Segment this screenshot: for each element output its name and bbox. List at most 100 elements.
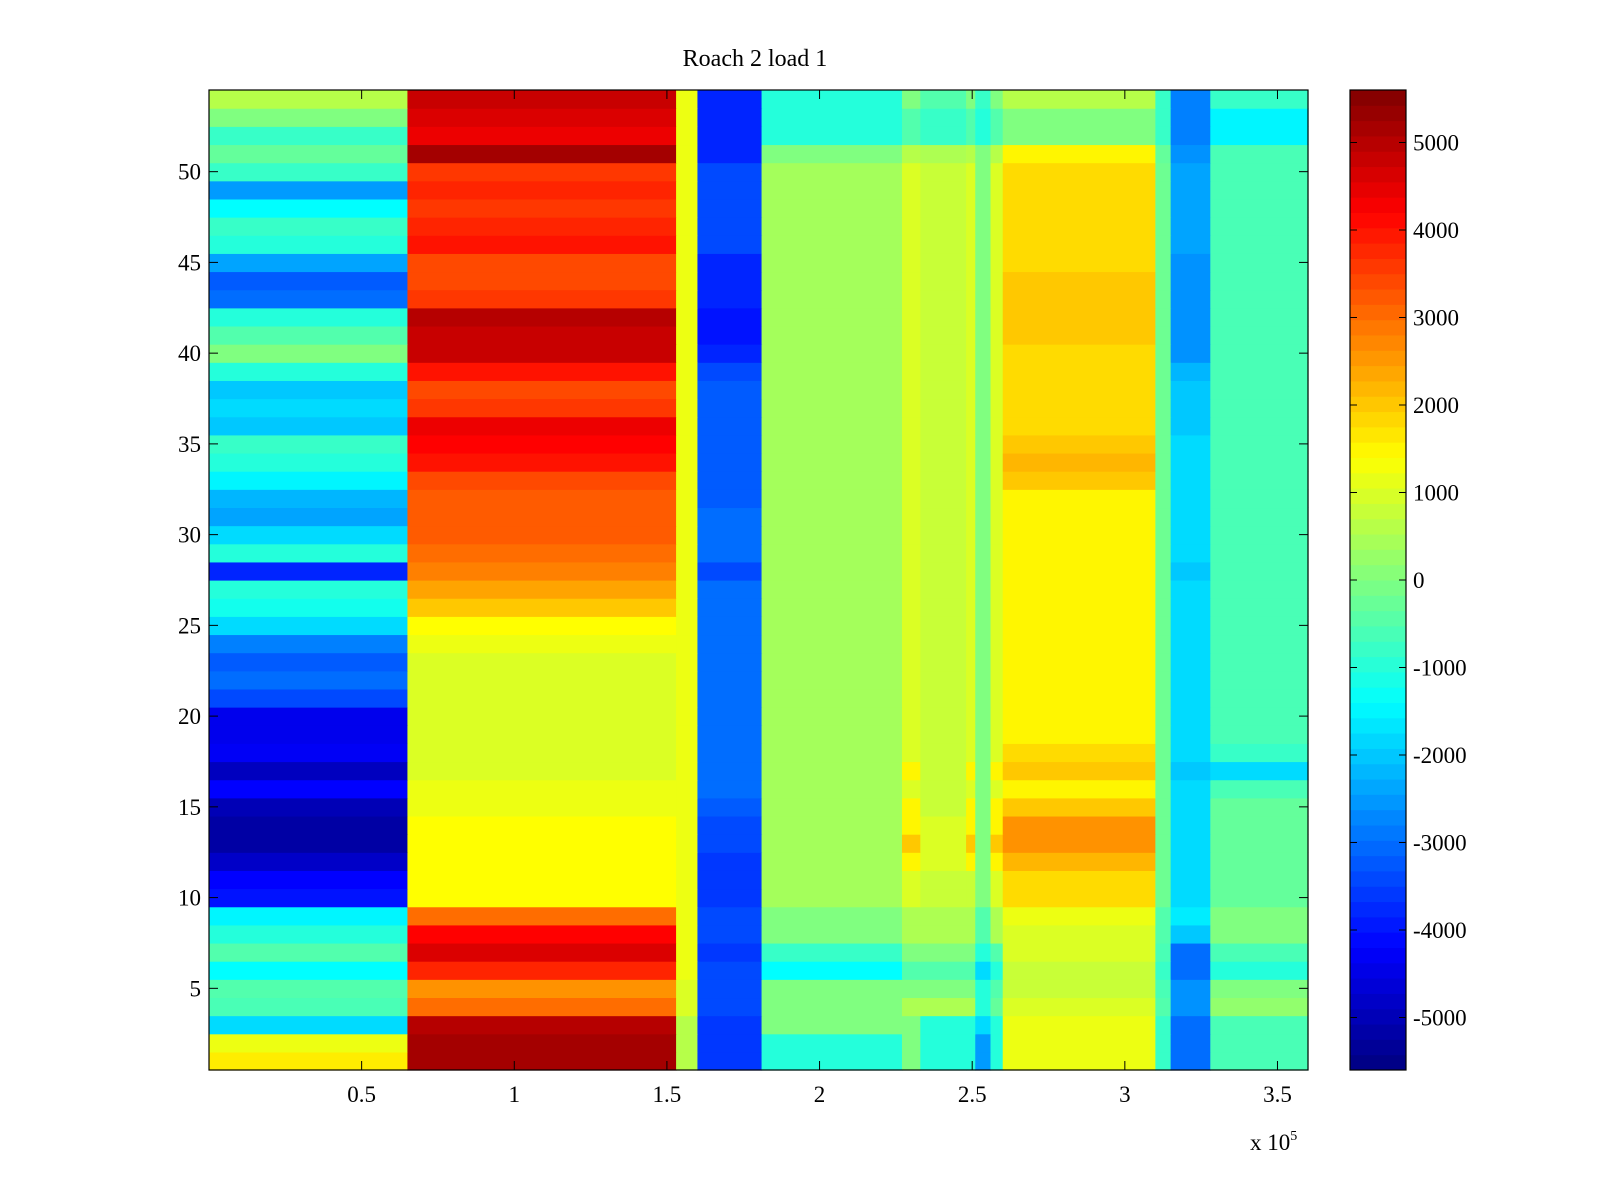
colorbar-tick-label: 5000 [1413,131,1459,156]
heatmap-cell [407,362,677,381]
heatmap-cell [966,90,976,109]
heatmap-cell [901,580,921,599]
heatmap-cell [1002,815,1156,835]
x-axis: 0.5 1 1.5 2 2.5 3 3.5 [347,90,1292,1107]
heatmap-cell [761,380,903,400]
heatmap-cell [697,217,763,236]
heatmap-cell [761,217,903,236]
heatmap-cell [697,1015,763,1035]
heatmap-cell [901,1015,921,1035]
heatmap-cell [1155,162,1172,182]
heatmap-cell [1210,1033,1309,1053]
heatmap-cell [901,180,921,200]
heatmap-cell [920,870,967,890]
heatmap-cell [697,289,763,309]
heatmap-cell [966,634,976,654]
heatmap-cell [1210,634,1309,654]
heatmap-cell [1170,90,1211,109]
heatmap-cell [975,888,992,908]
heatmap-cell [975,471,992,490]
heatmap-cell [676,452,699,472]
heatmap-cell [901,870,921,890]
heatmap-cell [697,325,763,345]
heatmap-cell [975,634,992,654]
heatmap-cell [697,906,763,926]
heatmap-cell [697,90,763,109]
heatmap-cell [901,90,921,109]
heatmap-cell [697,271,763,291]
heatmap-cell [407,852,677,871]
heatmap-cell [975,90,992,109]
heatmap-cell [1002,416,1156,436]
heatmap-cell [990,90,1004,109]
heatmap-cell [676,90,699,109]
heatmap-cell [761,398,903,418]
heatmap-cell [1170,725,1211,744]
heatmap-cell [990,561,1004,581]
heatmap-cell [1155,507,1172,527]
heatmap-cell [676,235,699,254]
heatmap-cell [990,580,1004,599]
heatmap-cell [209,398,409,418]
heatmap-cell [975,924,992,944]
heatmap-cell [975,688,992,708]
heatmap-cell [1002,598,1156,617]
heatmap-cell [1170,924,1211,944]
heatmap-cell [920,725,967,744]
heatmap-cell [975,126,992,146]
heatmap-cell [901,797,921,817]
heatmap-cell [901,253,921,273]
heatmap-cell [761,543,903,563]
heatmap-cell [761,924,903,944]
heatmap-cell [697,942,763,962]
x-tick-label: 3 [1119,1082,1131,1107]
heatmap-cell [1170,235,1211,254]
heatmap-cell [209,670,409,690]
heatmap-cell [920,561,967,581]
heatmap-cell [1170,253,1211,273]
heatmap-cell [1210,471,1309,490]
heatmap-cell [1170,888,1211,908]
heatmap-cell [676,126,699,146]
heatmap-cell [1002,942,1156,962]
heatmap-cell [676,253,699,273]
heatmap-cell [920,580,967,599]
heatmap-cell [407,924,677,944]
heatmap-cell [1155,398,1172,418]
heatmap-cell [1002,834,1156,853]
heatmap-cell [901,761,921,781]
heatmap-cell [920,942,967,962]
heatmap-cell [209,180,409,200]
heatmap-cell [1170,761,1211,781]
heatmap-cell [901,725,921,744]
heatmap-cell [920,743,967,763]
heatmap-cell [407,942,677,962]
heatmap-cell [901,289,921,309]
heatmap-cell [761,507,903,527]
heatmap-cell [990,997,1004,1017]
colorbar-swatch [1350,1054,1406,1071]
heatmap-cell [966,217,976,236]
heatmap-cell [990,489,1004,509]
heatmap-cell [920,416,967,436]
heatmap-cell [676,380,699,400]
heatmap-cell [407,1033,677,1053]
heatmap-cell [901,307,921,327]
colorbar-swatch [1350,901,1406,918]
heatmap-cell [901,198,921,218]
heatmap-cell [990,1015,1004,1035]
heatmap-cell [209,1051,409,1071]
heatmap-cell [1210,906,1309,926]
heatmap-cell [697,616,763,636]
heatmap-cell [975,761,992,781]
colorbar-swatch [1350,534,1406,550]
heatmap-cell [1170,434,1211,454]
heatmap-cell [697,162,763,182]
heatmap-cell [1155,961,1172,980]
heatmap-cell [697,126,763,146]
heatmap-cell [901,398,921,418]
heatmap-cell [990,217,1004,236]
heatmap-cell [1170,362,1211,381]
heatmap-cell [761,961,903,980]
heatmap-cell [209,525,409,545]
